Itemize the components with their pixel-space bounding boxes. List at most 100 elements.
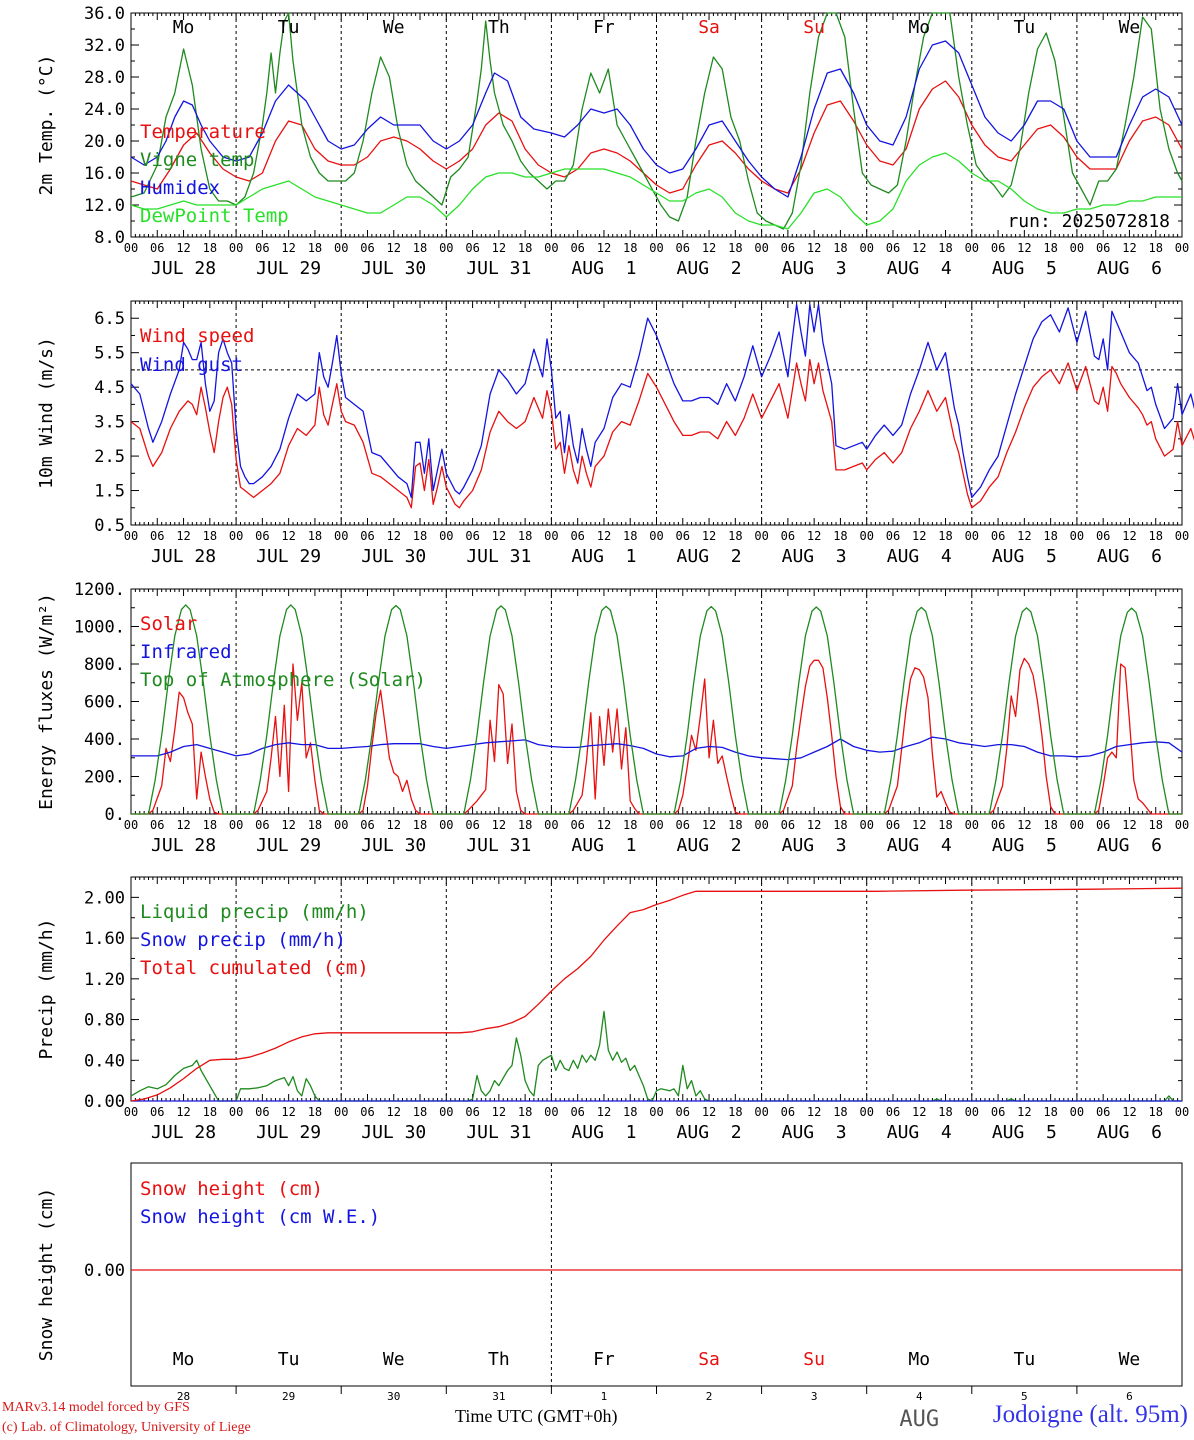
date-label: AUG 1	[571, 835, 636, 856]
date-label: AUG 2	[677, 835, 742, 856]
date-label: JUL 29	[256, 1122, 321, 1143]
hour-tick-label: 06	[150, 1105, 164, 1119]
y-tick-label: 5.5	[94, 344, 125, 364]
hour-tick-label: 06	[570, 1105, 584, 1119]
hour-tick-label: 18	[938, 529, 952, 543]
hour-tick-label: 06	[886, 1105, 900, 1119]
date-label: AUG 1	[571, 546, 636, 567]
hour-tick-label: 06	[676, 1105, 690, 1119]
hour-tick-label: 12	[176, 1105, 190, 1119]
y-tick-label: 36.0	[84, 4, 125, 24]
day-number-label: 2	[706, 1390, 713, 1403]
hour-tick-label: 00	[1175, 818, 1189, 832]
hour-tick-label: 06	[1096, 529, 1110, 543]
hour-tick-label: 00	[124, 1105, 138, 1119]
legend-entry: Top of Atmosphere (Solar)	[140, 669, 426, 691]
date-label: AUG 6	[1097, 546, 1162, 567]
hour-tick-label: 18	[623, 1105, 637, 1119]
hour-tick-label: 00	[649, 241, 663, 255]
date-label: AUG 2	[677, 546, 742, 567]
date-label: AUG 4	[887, 546, 952, 567]
date-label: AUG 6	[1097, 1122, 1162, 1143]
hour-tick-label: 00	[754, 529, 768, 543]
date-label: JUL 29	[256, 835, 321, 856]
hour-tick-label: 00	[124, 529, 138, 543]
hour-tick-label: 00	[754, 818, 768, 832]
hour-tick-label: 18	[518, 529, 532, 543]
hour-tick-label: 06	[150, 241, 164, 255]
hour-tick-label: 12	[1122, 818, 1136, 832]
hour-tick-label: 00	[439, 241, 453, 255]
date-label: AUG 1	[571, 1122, 636, 1143]
hour-tick-label: 06	[991, 1105, 1005, 1119]
y-tick-label: 20.0	[84, 132, 125, 152]
hour-tick-label: 06	[360, 241, 374, 255]
legend-entry: Snow height (cm W.E.)	[140, 1206, 380, 1228]
hour-tick-label: 06	[360, 1105, 374, 1119]
date-label: JUL 28	[151, 546, 216, 567]
y-tick-label: 200.	[84, 768, 125, 788]
hour-tick-label: 00	[754, 1105, 768, 1119]
day-number-label: 30	[387, 1390, 400, 1403]
y-tick-label: 1.60	[84, 929, 125, 949]
hour-tick-label: 06	[255, 818, 269, 832]
day-of-week-label: Sa	[698, 1349, 720, 1370]
y-axis-label: 2m Temp. (°C)	[36, 55, 57, 196]
date-label: JUL 31	[466, 835, 531, 856]
day-of-week-label: We	[383, 1349, 405, 1370]
hour-tick-label: 12	[281, 529, 295, 543]
hour-tick-label: 12	[807, 241, 821, 255]
hour-tick-label: 00	[439, 529, 453, 543]
hour-tick-label: 00	[649, 818, 663, 832]
hour-tick-label: 06	[360, 818, 374, 832]
hour-tick-label: 00	[1070, 818, 1084, 832]
hour-tick-label: 12	[807, 529, 821, 543]
hour-tick-label: 00	[229, 818, 243, 832]
date-label: AUG 3	[782, 1122, 847, 1143]
hour-tick-label: 00	[334, 529, 348, 543]
date-label: AUG 6	[1097, 835, 1162, 856]
y-tick-label: 32.0	[84, 36, 125, 56]
series-line	[130, 303, 1194, 499]
hour-tick-label: 00	[334, 1105, 348, 1119]
y-axis-label: Energy fluxes (W/m²)	[36, 593, 57, 810]
date-label: JUL 31	[466, 1122, 531, 1143]
hour-tick-label: 18	[833, 241, 847, 255]
y-tick-label: 1200.	[74, 580, 125, 600]
date-label: JUL 30	[361, 1122, 426, 1143]
hour-tick-label: 18	[938, 818, 952, 832]
hour-tick-label: 12	[1017, 529, 1031, 543]
hour-tick-label: 00	[334, 241, 348, 255]
date-label: AUG 3	[782, 258, 847, 279]
series-line	[131, 736, 1183, 761]
hour-tick-label: 18	[518, 1105, 532, 1119]
y-tick-label: 6.5	[94, 309, 125, 329]
lab-credit: (c) Lab. of Climatology, University of L…	[2, 1420, 251, 1435]
hour-tick-label: 12	[807, 1105, 821, 1119]
y-tick-label: 24.0	[84, 100, 125, 120]
hour-tick-label: 18	[413, 529, 427, 543]
y-axis-label: Precip (mm/h)	[36, 919, 57, 1060]
hour-tick-label: 18	[623, 241, 637, 255]
hour-tick-label: 06	[1096, 241, 1110, 255]
hour-tick-label: 18	[728, 818, 742, 832]
hour-tick-label: 12	[912, 1105, 926, 1119]
hour-tick-label: 00	[229, 529, 243, 543]
hour-tick-label: 06	[886, 818, 900, 832]
hour-tick-label: 06	[1096, 1105, 1110, 1119]
legend-entry: Snow precip (mm/h)	[140, 929, 346, 951]
day-number-label: 3	[811, 1390, 818, 1403]
day-number-label: 5	[1021, 1390, 1028, 1403]
y-tick-label: 400.	[84, 730, 125, 750]
date-label: AUG 5	[992, 1122, 1057, 1143]
date-label: AUG 5	[992, 835, 1057, 856]
hour-tick-label: 12	[492, 529, 506, 543]
y-tick-label: 8.0	[94, 228, 125, 248]
energy-flux-panel: 00 06 12 18 00 06 12 18 00 06 12 18 00 06 12 18 00 06 12 18…	[36, 580, 1189, 856]
hour-tick-label: 06	[570, 818, 584, 832]
series-line	[130, 12, 1183, 230]
hour-tick-label: 00	[965, 1105, 979, 1119]
legend-entry: Liquid precip (mm/h)	[140, 901, 369, 923]
hour-tick-label: 06	[676, 241, 690, 255]
legend-entry: Temperature	[140, 121, 266, 143]
